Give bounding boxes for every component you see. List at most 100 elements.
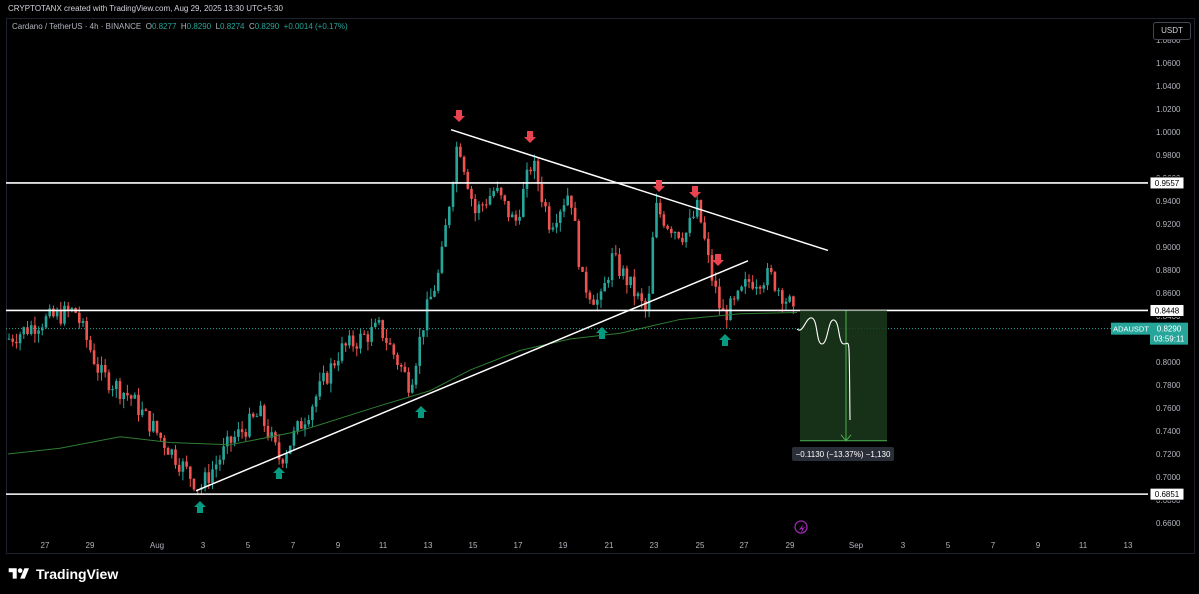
candle-body [499,187,503,196]
candle-body [288,445,292,454]
time-axis-tick: 17 [514,541,523,550]
time-axis-tick: 29 [86,541,95,550]
candle-body [414,365,418,385]
measure-label-box [792,447,894,461]
candle-body [166,448,170,455]
candle-body [277,442,281,460]
candle-body [155,420,159,433]
level-price-badge [1149,303,1185,317]
candle-body [607,279,610,284]
candle-body [274,432,277,443]
time-axis-tick: 7 [291,541,296,550]
descending-trendline[interactable] [450,128,829,252]
candle-body [133,394,137,399]
candle-body [529,169,532,172]
candle-body [777,290,780,292]
candle-body [429,296,433,300]
candle-body [89,339,92,351]
candle-body [518,216,521,221]
candle-body [396,354,399,365]
price-axis-tick: 0.8600 [1156,289,1181,298]
candle-body [174,449,177,465]
candle-body [177,464,181,472]
candle-body [751,281,754,289]
candle-body [403,366,407,372]
candle-body [203,472,207,488]
symbol-legend: Cardano / TetherUS · 4h · BINANCE O0.827… [12,22,348,31]
candle-body [81,321,85,323]
up-arrow-icon [273,467,285,479]
candle-body [792,296,795,307]
price-axis-tick: 1.0800 [1156,36,1181,45]
time-axis-tick: 25 [696,541,705,550]
candle-body [351,335,355,347]
candle-body [448,206,451,226]
candle-body [18,334,22,344]
high-value: 0.8290 [186,22,212,31]
candle-body [233,436,236,443]
candle-body [311,406,314,420]
candle-body [388,342,392,345]
candle-body [514,214,518,221]
candle-body [137,394,140,416]
candle-body [229,436,233,443]
currency-button[interactable]: USDT [1153,22,1191,40]
candle-body [307,419,310,425]
level-price-label: 0.9557 [1155,179,1180,188]
candle-body [189,466,192,479]
candle-body [732,298,736,300]
target-projection-box[interactable] [800,310,887,441]
price-axis-tick: 0.7800 [1156,381,1181,390]
candle-body [66,305,70,311]
high-label: H [180,22,187,31]
candle-body [562,205,566,212]
time-axis-tick: 3 [901,541,906,550]
candle-body [218,459,222,465]
candle-body [381,320,384,338]
ascending-trendline[interactable] [195,260,749,492]
candle-body [621,268,625,277]
candle-body [633,276,636,297]
candle-body [729,298,732,321]
time-axis-tick: 7 [991,541,996,550]
tradingview-logo-icon [8,568,29,579]
candle-body [462,156,466,172]
candle-body [551,227,555,230]
candle-body [755,286,758,289]
candle-body [214,464,218,470]
candle-body [544,202,547,207]
chart-area[interactable] [6,18,1195,554]
candle-body [466,171,470,189]
candle-body [485,204,488,206]
candle-body [407,371,410,393]
candle-body [15,341,18,344]
candle-body [470,188,473,199]
candle-body [29,325,33,334]
time-axis-tick: 23 [650,541,659,550]
candle-body [362,333,366,335]
candle-body [640,293,643,301]
candle-body [300,421,303,429]
price-axis-tick: 0.7600 [1156,404,1181,413]
candle-body [747,279,751,282]
candle-body [226,436,229,447]
low-value: 0.8274 [220,22,245,31]
candle-body [547,206,551,230]
candle-body [662,214,666,226]
candle-body [533,160,536,172]
candle-body [314,396,318,407]
candle-body [322,372,325,382]
candle-body [333,363,336,366]
candle-body [377,320,381,323]
candle-body [103,364,107,373]
time-axis-tick: Sep [849,541,864,550]
candle-body [736,290,740,300]
candle-body [692,216,695,218]
candle-body [107,372,111,391]
level-price-label: 0.8448 [1155,306,1180,315]
lightning-icon [799,524,805,533]
tradingview-brand[interactable]: TradingView [8,562,118,586]
candle-body [44,316,48,328]
candle-body [507,201,510,218]
